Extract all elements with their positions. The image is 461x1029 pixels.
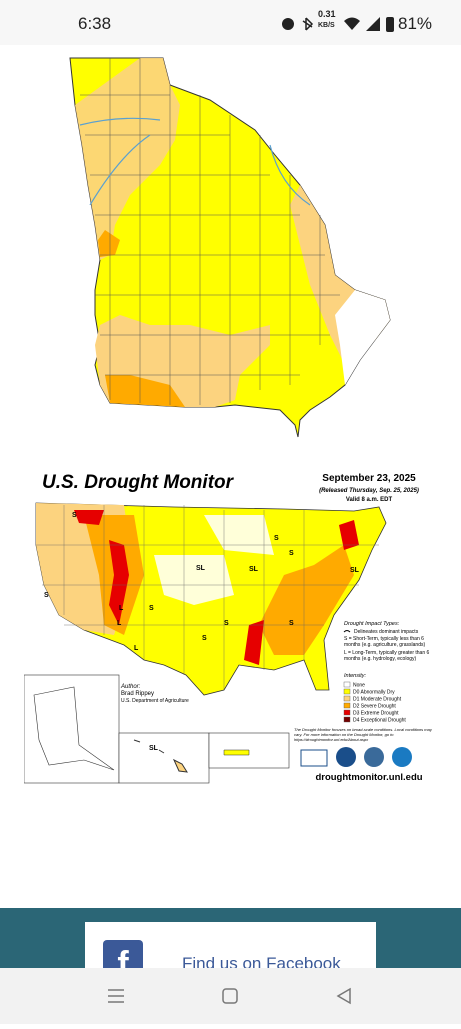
valid: Valid 8 a.m. EDT	[346, 497, 393, 503]
net-unit: KB/S	[318, 22, 335, 29]
map-label: S	[224, 620, 229, 627]
nav-icons	[108, 987, 351, 1005]
facebook-text: Find us on Facebook	[182, 954, 341, 970]
map-label: SL	[350, 567, 360, 574]
net-speed: 0.31	[318, 9, 336, 19]
map-label: S	[274, 535, 279, 542]
legend-swatch	[343, 681, 351, 688]
map-label: SL	[196, 565, 206, 572]
recents-button[interactable]	[108, 989, 124, 1003]
map-label: S	[44, 592, 49, 599]
legend-swatch	[343, 695, 351, 702]
legend-label: D2 Severe Drought	[353, 704, 396, 710]
impact-l: L = Long-Term, typically greater than 6 …	[344, 650, 430, 662]
released: (Released Thursday, Sep. 25, 2025)	[319, 488, 419, 494]
author-title: Author:	[120, 684, 141, 690]
legend-swatch	[343, 716, 351, 723]
impact-s: S = Short-Term, typically less than 6 mo…	[344, 636, 426, 648]
drought-monitor-map: U.S. Drought Monitor September 23, 2025 …	[24, 465, 437, 787]
map-label: L	[119, 605, 124, 612]
map-label: SL	[249, 566, 259, 573]
map-label: SL	[149, 745, 159, 752]
map-label: L	[117, 620, 122, 627]
clock: 6:38	[78, 14, 112, 33]
legend-swatch	[343, 702, 351, 709]
legend-label: D0 Abnormally Dry	[353, 690, 395, 696]
note: The Drought Monitor focuses on broad-sca…	[294, 727, 432, 742]
intensity-title: Intensity:	[344, 673, 366, 679]
status-icons	[282, 17, 314, 31]
map-label: S	[72, 512, 77, 519]
map-title: U.S. Drought Monitor	[42, 472, 235, 493]
facebook-card[interactable]: f Find us on Facebook	[85, 922, 376, 970]
legend-label: D4 Exceptional Drought	[353, 718, 406, 724]
map-date: September 23, 2025	[322, 473, 416, 484]
georgia-map	[69, 57, 391, 438]
home-button[interactable]	[222, 988, 238, 1004]
nav-bar	[0, 968, 461, 1024]
legend-swatch	[343, 709, 351, 716]
map-label: S	[289, 550, 294, 557]
facebook-icon: f	[103, 940, 143, 970]
legend-label: D1 Moderate Drought	[353, 697, 402, 703]
map-label: L	[134, 645, 139, 652]
impact-title: Drought Impact Types:	[344, 621, 400, 627]
battery: 81%	[398, 14, 433, 33]
map-label: S	[289, 620, 294, 627]
legend-swatch	[343, 688, 351, 695]
legend-label: None	[353, 683, 365, 689]
map-label: S	[149, 605, 154, 612]
status-bar: 6:38 0.31 KB/S 81%	[0, 0, 461, 45]
back-button[interactable]	[336, 987, 351, 1005]
impact-line: Delineates dominant impacts	[354, 629, 419, 635]
map-label: S	[202, 635, 207, 642]
author: Brad Rippey	[121, 691, 154, 697]
signal-icons	[344, 17, 394, 32]
agency: U.S. Department of Agriculture	[121, 698, 189, 704]
map-url: droughtmonitor.unl.edu	[315, 772, 422, 783]
legend-label: D3 Extreme Drought	[353, 711, 399, 717]
